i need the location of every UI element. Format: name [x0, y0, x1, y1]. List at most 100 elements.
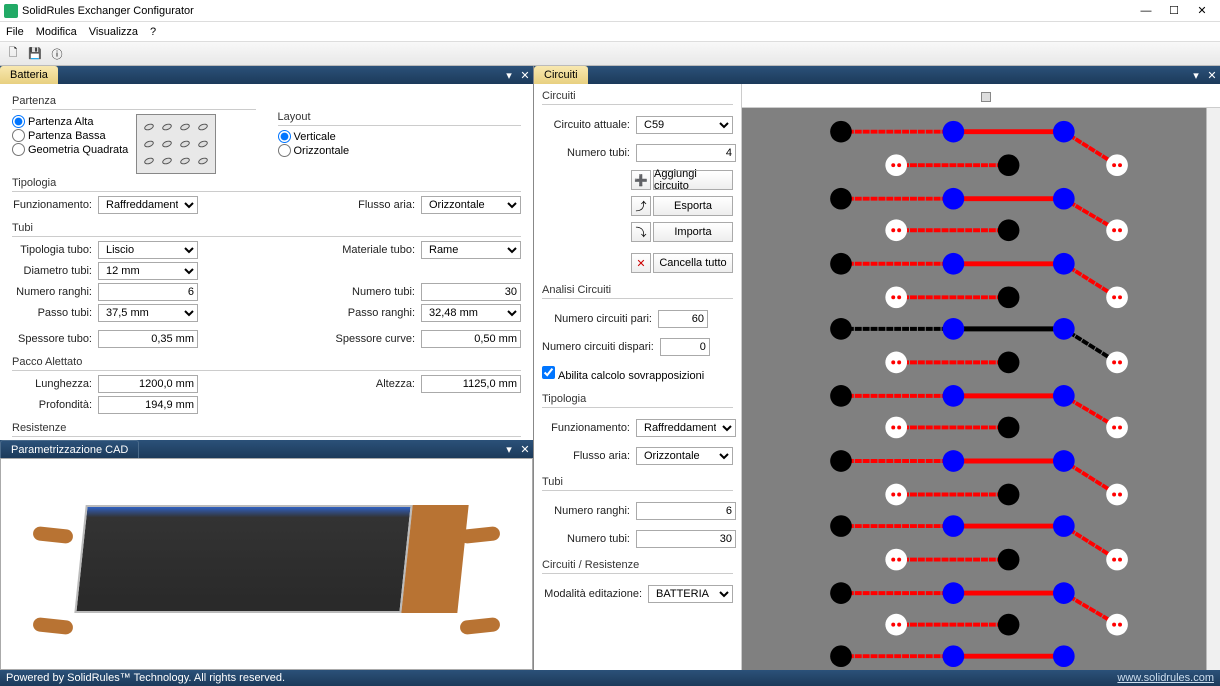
diagram-area	[742, 84, 1220, 670]
editazione-select[interactable]: BATTERIA	[648, 585, 733, 603]
lunghezza-input[interactable]	[98, 375, 198, 393]
tipologia-title: Tipologia	[12, 177, 521, 192]
circ-ranghi-input[interactable]	[636, 502, 736, 520]
flusso-select[interactable]: Orizzontale	[421, 196, 521, 214]
batteria-close-icon[interactable]: ✕	[517, 67, 533, 83]
ranghi-input[interactable]	[98, 283, 198, 301]
diagram-slider-handle[interactable]	[981, 92, 991, 102]
circuiti-pin-icon[interactable]: ▾	[1188, 67, 1204, 83]
materiale-tubo-label: Materiale tubo:	[335, 244, 415, 256]
ntubi-input[interactable]	[421, 283, 521, 301]
ranghi-label: Numero ranghi:	[12, 286, 92, 298]
tab-batteria[interactable]: Batteria	[0, 66, 58, 84]
materiale-tubo-select[interactable]: Rame	[421, 241, 521, 259]
circ-ntubi2-input[interactable]	[636, 530, 736, 548]
batteria-pin-icon[interactable]: ▾	[501, 67, 517, 83]
footer: Powered by SolidRules™ Technology. All r…	[0, 670, 1220, 686]
diagram-canvas[interactable]	[742, 108, 1220, 670]
toolbar-new-icon[interactable]: 🗋	[4, 45, 22, 63]
circres-title: Circuiti / Resistenze	[542, 559, 733, 574]
diagram-ruler[interactable]	[742, 84, 1220, 108]
maximize-button[interactable]: ☐	[1160, 1, 1188, 21]
menu-bar: File Modifica Visualizza ?	[0, 22, 1220, 42]
tipologia-tubo-select[interactable]: Liscio	[98, 241, 198, 259]
pari-label: Numero circuiti pari:	[542, 313, 652, 325]
partenza-preview	[136, 114, 216, 174]
footer-link[interactable]: www.solidrules.com	[1117, 672, 1214, 684]
toolbar-save-icon[interactable]: 💾	[26, 45, 44, 63]
analisi-title: Analisi Circuiti	[542, 284, 733, 299]
radio-partenza-bassa[interactable]: Partenza Bassa	[12, 129, 128, 142]
ntubi-label: Numero tubi:	[335, 286, 415, 298]
menu-visualizza[interactable]: Visualizza	[89, 26, 138, 38]
tipologia-tubo-label: Tipologia tubo:	[12, 244, 92, 256]
partenza-radios: Partenza Alta Partenza Bassa Geometria Q…	[12, 114, 128, 174]
cad-pin-icon[interactable]: ▾	[501, 441, 517, 457]
footer-text: Powered by SolidRules™ Technology. All r…	[6, 672, 285, 684]
circuiti-panel-header: Circuiti ▾ ✕	[534, 66, 1220, 84]
toolbar: 🗋 💾 ⓘ	[0, 42, 1220, 66]
circ-ntubi2-label: Numero tubi:	[542, 533, 630, 545]
circ-tipologia-title: Tipologia	[542, 393, 733, 408]
tab-circuiti[interactable]: Circuiti	[534, 66, 588, 84]
title-bar: SolidRules Exchanger Configurator — ☐ ✕	[0, 0, 1220, 22]
tab-cad[interactable]: Parametrizzazione CAD	[0, 440, 139, 458]
attuale-select[interactable]: C59	[636, 116, 733, 134]
circuiti-form: Circuiti Circuito attuale: C59 Numero tub…	[534, 84, 742, 670]
aggiungi-button[interactable]: Aggiungi circuito	[653, 170, 733, 190]
profondita-input[interactable]	[98, 396, 198, 414]
circ-tubi-title: Tubi	[542, 476, 733, 491]
dispari-input[interactable]	[660, 338, 710, 356]
radio-partenza-alta[interactable]: Partenza Alta	[12, 115, 128, 128]
circuiti-title: Circuiti	[542, 90, 733, 105]
attuale-label: Circuito attuale:	[542, 119, 630, 131]
passotubi-select[interactable]: 37,5 mm	[98, 304, 198, 322]
minimize-button[interactable]: —	[1132, 1, 1160, 21]
spessorecurve-input[interactable]	[421, 330, 521, 348]
circ-funz-select[interactable]: Raffreddamento	[636, 419, 736, 437]
batteria-panel-body: Partenza Partenza Alta Partenza Bassa Ge…	[0, 84, 533, 440]
circ-ntubi-input[interactable]	[636, 144, 736, 162]
radio-verticale[interactable]: Verticale	[278, 130, 522, 143]
esporta-icon[interactable]: ⤴	[631, 196, 651, 216]
altezza-input[interactable]	[421, 375, 521, 393]
funzionamento-select[interactable]: Raffreddamento	[98, 196, 198, 214]
circ-ntubi-label: Numero tubi:	[542, 147, 630, 159]
cancella-icon[interactable]: ✕	[631, 253, 651, 273]
cad-close-icon[interactable]: ✕	[517, 441, 533, 457]
spessoretubo-input[interactable]	[98, 330, 198, 348]
partenza-title: Partenza	[12, 95, 256, 110]
cancella-button[interactable]: Cancella tutto	[653, 253, 733, 273]
diametro-select[interactable]: 12 mm	[98, 262, 198, 280]
altezza-label: Altezza:	[335, 378, 415, 390]
close-button[interactable]: ✕	[1188, 1, 1216, 21]
cad-preview[interactable]	[0, 458, 533, 670]
menu-file[interactable]: File	[6, 26, 24, 38]
circ-ranghi-label: Numero ranghi:	[542, 505, 630, 517]
radio-geometria-quadrata[interactable]: Geometria Quadrata	[12, 143, 128, 156]
diagram-scrollbar[interactable]	[1206, 108, 1220, 670]
layout-title: Layout	[278, 111, 522, 126]
resistenze-title: Resistenze	[12, 422, 521, 437]
circ-flusso-select[interactable]: Orizzontale	[636, 447, 733, 465]
menu-help[interactable]: ?	[150, 26, 156, 38]
pacco-title: Pacco Alettato	[12, 356, 521, 371]
cad-panel-header: Parametrizzazione CAD ▾ ✕	[0, 440, 533, 458]
circuiti-close-icon[interactable]: ✕	[1204, 67, 1220, 83]
diametro-label: Diametro tubi:	[12, 265, 92, 277]
menu-modifica[interactable]: Modifica	[36, 26, 77, 38]
exchanger-3d	[33, 482, 500, 646]
aggiungi-icon[interactable]: ➕	[631, 170, 651, 190]
toolbar-info-icon[interactable]: ⓘ	[48, 45, 66, 63]
dispari-label: Numero circuiti dispari:	[542, 341, 654, 353]
flusso-label: Flusso aria:	[335, 199, 415, 211]
importa-button[interactable]: Importa	[653, 222, 733, 242]
esporta-button[interactable]: Esporta	[653, 196, 733, 216]
radio-orizzontale[interactable]: Orizzontale	[278, 144, 522, 157]
pari-input[interactable]	[658, 310, 708, 328]
funzionamento-label: Funzionamento:	[12, 199, 92, 211]
abilita-checkbox[interactable]: Abilita calcolo sovrapposizioni	[542, 366, 704, 382]
importa-icon[interactable]: ⤵	[631, 222, 651, 242]
tubi-title: Tubi	[12, 222, 521, 237]
passoranghi-select[interactable]: 32,48 mm	[421, 304, 521, 322]
